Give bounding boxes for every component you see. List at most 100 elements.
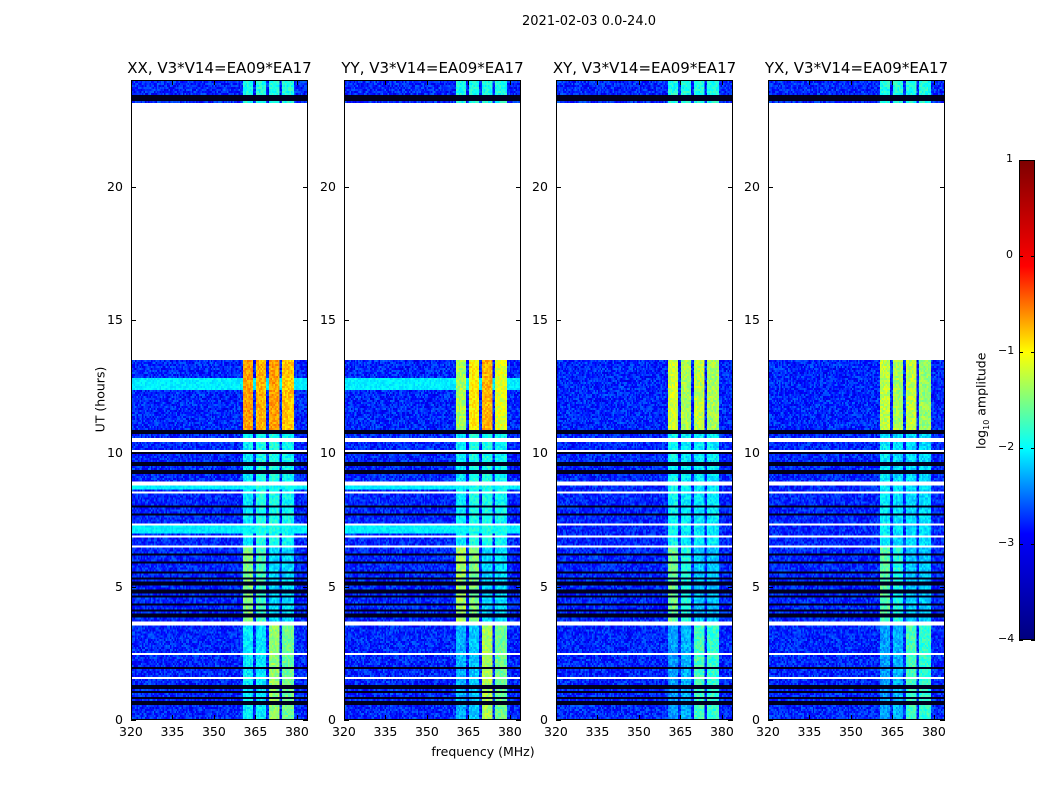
heatmap-panel-yx [768, 80, 945, 720]
x-tick [255, 715, 257, 720]
x-tick-label: 350 [838, 724, 863, 739]
y-tick-label: 0 [328, 712, 336, 727]
y-tick-right [940, 720, 945, 721]
x-tick [768, 715, 769, 720]
y-tick-right [940, 586, 945, 588]
heatmap-panel-xy [556, 80, 733, 720]
heatmap-panel-xx [131, 80, 308, 720]
y-tick-right [516, 320, 521, 321]
y-axis-label: UT (hours) [92, 366, 108, 433]
colorbar-tick-label: −2 [998, 440, 1015, 453]
x-tick-top [597, 80, 599, 85]
y-tick-label: 5 [328, 578, 336, 594]
x-tick [892, 715, 894, 720]
y-tick-label: 10 [107, 445, 123, 461]
x-tick-label: 335 [797, 724, 822, 739]
colorbar-tick-label: 0 [1006, 248, 1013, 261]
x-tick-label: 365 [456, 724, 481, 739]
y-tick [344, 320, 349, 321]
y-tick [768, 320, 773, 321]
colorbar-tick [1019, 640, 1023, 641]
colorbar-tick-label: −3 [998, 536, 1015, 549]
x-axis-label: frequency (MHz) [431, 744, 535, 759]
x-tick [597, 715, 599, 720]
y-tick-right [516, 586, 521, 588]
heatmap-cells [557, 81, 732, 719]
colorbar-tick [1019, 160, 1023, 161]
y-tick [131, 720, 136, 721]
x-tick-label: 350 [626, 724, 651, 739]
y-tick-label: 10 [532, 445, 548, 461]
y-tick-right [303, 186, 308, 188]
x-tick [850, 715, 852, 720]
x-tick-label: 335 [160, 724, 185, 739]
y-tick [768, 586, 773, 588]
y-tick-label: 15 [744, 312, 760, 327]
x-tick-label: 365 [668, 724, 693, 739]
y-tick [131, 586, 136, 588]
y-tick-label: 20 [107, 178, 123, 194]
y-tick-right [728, 186, 733, 188]
y-tick [131, 453, 136, 455]
x-tick-label: 380 [921, 724, 946, 739]
figure-title: 2021-02-03 0.0-24.0 [522, 14, 656, 29]
y-tick-right [728, 720, 733, 721]
x-tick-top [296, 80, 298, 85]
colorbar-tick-right [1031, 352, 1035, 353]
x-tick [509, 715, 511, 720]
y-tick [131, 186, 136, 188]
y-tick [344, 453, 349, 455]
colorbar-tick-right [1031, 160, 1035, 161]
colorbar-tick-label: −4 [998, 632, 1015, 645]
x-tick-top [721, 80, 723, 85]
colorbar-label-rest: amplitude [973, 352, 989, 420]
y-tick-right [516, 453, 521, 455]
colorbar-tick [1019, 256, 1023, 257]
colorbar [1019, 160, 1035, 640]
y-tick-right [303, 320, 308, 321]
panel-title: YY, V3*V14=EA09*EA17 [341, 59, 524, 77]
x-tick [809, 715, 811, 720]
y-tick [556, 186, 561, 188]
panel-title: XX, V3*V14=EA09*EA17 [127, 59, 312, 77]
panel-title: YX, V3*V14=EA09*EA17 [764, 59, 949, 77]
x-tick-label: 350 [201, 724, 226, 739]
x-tick-top [255, 80, 257, 85]
colorbar-label-log: log [973, 429, 989, 449]
colorbar-tick [1019, 352, 1023, 353]
y-tick [556, 453, 561, 455]
heatmap-panel-yy [344, 80, 521, 720]
colorbar-label: log10 amplitude [973, 341, 991, 461]
x-tick-top [172, 80, 174, 85]
x-tick-top [680, 80, 682, 85]
x-tick-label: 320 [119, 724, 143, 739]
x-tick-label: 320 [332, 724, 356, 739]
y-tick [556, 320, 561, 321]
y-tick-right [940, 186, 945, 188]
x-tick-top [768, 80, 769, 85]
y-tick-label: 15 [107, 312, 123, 327]
x-tick-label: 320 [544, 724, 568, 739]
x-tick-label: 365 [880, 724, 905, 739]
y-tick-label: 20 [320, 178, 336, 194]
y-tick [556, 586, 561, 588]
y-tick-right [728, 586, 733, 588]
x-tick [344, 715, 345, 720]
x-tick-top [468, 80, 470, 85]
y-tick-label: 0 [752, 712, 760, 727]
y-tick-right [940, 320, 945, 321]
x-tick [213, 715, 215, 720]
y-tick-right [728, 453, 733, 455]
y-tick-label: 5 [540, 578, 548, 594]
x-tick-top [344, 80, 345, 85]
y-tick [344, 586, 349, 588]
x-tick-top [426, 80, 428, 85]
heatmap-cells [132, 81, 307, 719]
x-tick-top [385, 80, 387, 85]
x-tick-top [509, 80, 511, 85]
y-tick [344, 720, 349, 721]
x-tick [721, 715, 723, 720]
heatmap-cells [345, 81, 520, 719]
y-tick-label: 5 [115, 578, 123, 594]
y-tick [556, 720, 561, 721]
